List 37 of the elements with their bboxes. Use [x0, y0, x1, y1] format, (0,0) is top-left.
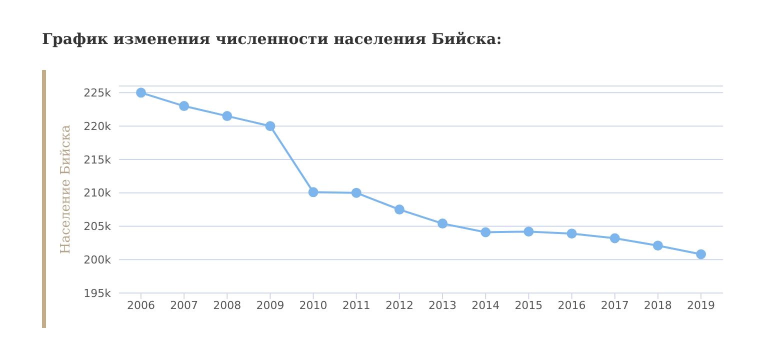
- y-tick-label: 215k: [84, 153, 112, 166]
- y-tick-label: 210k: [84, 186, 112, 200]
- x-tick-label: 2009: [256, 298, 284, 312]
- point: [222, 111, 232, 122]
- point: [696, 249, 706, 260]
- y-tick-label: 205k: [84, 220, 112, 234]
- x-tick-label: 2007: [170, 298, 198, 312]
- point: [480, 227, 491, 238]
- y-axis-title: Население Бийска: [58, 124, 74, 254]
- point: [394, 204, 404, 215]
- y-tick-label: 225k: [84, 86, 112, 100]
- x-tick-label: 2019: [687, 298, 715, 312]
- x-tick-label: 2010: [299, 298, 328, 312]
- point: [136, 88, 146, 98]
- x-tick-label: 2013: [428, 298, 457, 312]
- point: [265, 121, 276, 132]
- x-tick-label: 2011: [342, 298, 370, 312]
- chart-title: График изменения численности населения Бийска:: [42, 30, 502, 48]
- y-tick-label: 220k: [84, 120, 112, 133]
- x-tick-label: 2008: [213, 298, 242, 312]
- x-tick-label: 2015: [514, 298, 543, 312]
- point: [652, 240, 663, 251]
- point: [179, 101, 190, 112]
- x-tick-label: 2014: [472, 298, 500, 312]
- x-tick-label: 2016: [558, 298, 586, 312]
- point: [566, 228, 577, 239]
- point: [524, 226, 534, 237]
- point: [610, 233, 620, 244]
- point: [351, 188, 362, 198]
- x-tick-label: 2012: [385, 298, 414, 312]
- point: [438, 218, 448, 229]
- x-tick-label: 2017: [600, 298, 629, 312]
- y-tick-label: 200k: [84, 254, 112, 267]
- point: [308, 187, 318, 198]
- x-tick-label: 2018: [644, 298, 672, 312]
- y-tick-label: 195k: [84, 286, 112, 300]
- x-tick-label: 2006: [127, 298, 155, 312]
